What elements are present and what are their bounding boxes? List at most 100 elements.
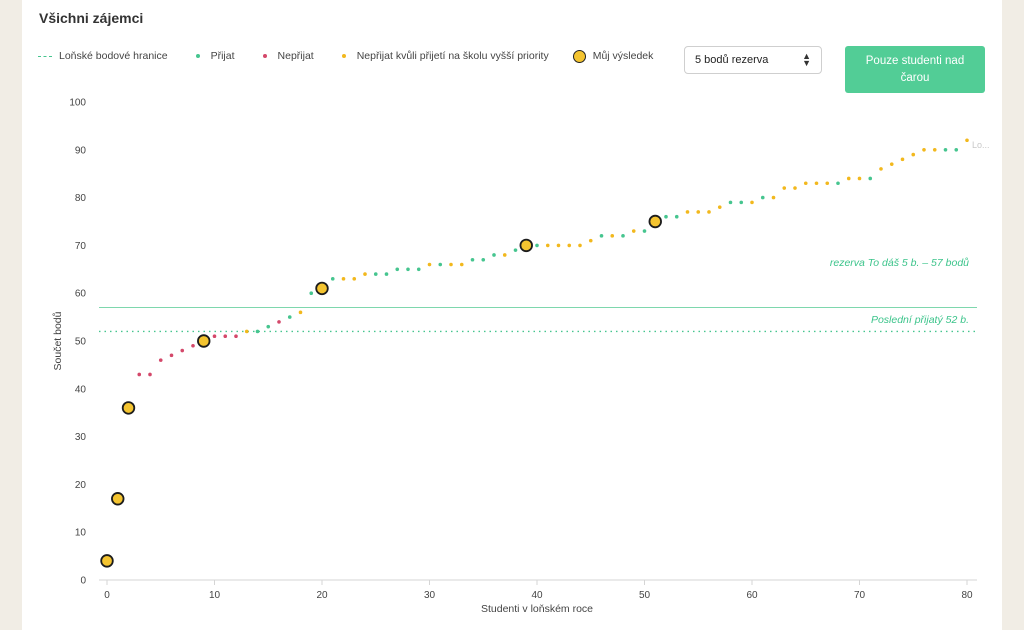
- y-tick-label: 50: [75, 337, 87, 348]
- y-tick-label: 20: [75, 480, 87, 491]
- legend-item-rejected-priority[interactable]: Nepřijat kvůli přijetí na školu vyšší pr…: [338, 50, 549, 62]
- cutoff-label: Lo...: [972, 140, 990, 150]
- data-point-admitted: [481, 257, 486, 262]
- up-down-chevron-icon: ▲ ▼: [802, 51, 811, 68]
- red-dot-icon: [262, 54, 267, 58]
- y-tick-label: 70: [75, 241, 87, 252]
- data-point-admitted: [739, 200, 744, 205]
- data-point-rejected-priority: [588, 238, 593, 243]
- only-above-line-button[interactable]: Pouze studenti nad čarou: [845, 46, 985, 93]
- data-point-rejected: [158, 358, 163, 362]
- x-axis-title: Studenti v loňském roce: [481, 603, 593, 615]
- reference-lines: [99, 307, 977, 333]
- page-title: Všichni zájemci: [39, 10, 144, 26]
- x-tick-label: 0: [104, 590, 110, 601]
- data-point-rejected: [223, 334, 228, 339]
- data-point-rejected-priority: [922, 148, 926, 152]
- legend-label-last-year: Loňské bodové hranice: [59, 50, 168, 62]
- data-point-admitted: [599, 234, 604, 238]
- data-point-rejected-priority: [889, 162, 894, 166]
- y-tick-label: 80: [75, 193, 87, 204]
- y-tick-label: 40: [75, 384, 87, 395]
- data-point-rejected-priority: [298, 310, 303, 315]
- data-point-rejected-priority: [631, 229, 636, 233]
- my-result-point: [197, 334, 211, 348]
- my-result-circle-icon: [572, 49, 586, 63]
- data-point-rejected-priority: [459, 262, 464, 267]
- data-point-admitted: [760, 195, 765, 200]
- y-axis-title: Součet bodů: [52, 311, 64, 370]
- data-point-rejected-priority: [685, 210, 690, 214]
- data-point-rejected: [180, 348, 185, 353]
- data-point-rejected-priority: [717, 205, 722, 209]
- data-point-rejected-priority: [803, 181, 808, 186]
- data-point-rejected-priority: [825, 181, 830, 186]
- data-point-rejected-priority: [965, 138, 969, 143]
- my-result-point: [121, 401, 136, 415]
- x-tick-label: 80: [961, 590, 973, 601]
- x-tick-label: 20: [316, 590, 328, 601]
- y-tick-label: 30: [75, 432, 87, 443]
- my-result-point: [111, 492, 125, 506]
- data-point-rejected-priority: [502, 253, 507, 257]
- x-tick-label: 10: [209, 590, 221, 601]
- reserve-select[interactable]: 5 bodů rezerva ▲ ▼: [684, 46, 822, 74]
- data-point-rejected: [212, 334, 217, 339]
- legend: Loňské bodové hranice Přijat Nepřijat Ne…: [38, 48, 677, 64]
- legend-item-admitted[interactable]: Přijat: [192, 50, 235, 62]
- legend-item-last-year[interactable]: Loňské bodové hranice: [38, 50, 168, 62]
- data-point-admitted: [943, 148, 948, 152]
- my-result-points: [100, 214, 662, 568]
- data-point-admitted: [406, 267, 410, 272]
- data-point-admitted: [954, 148, 959, 152]
- data-point-admitted: [395, 267, 400, 272]
- y-tick-label: 0: [80, 576, 86, 587]
- x-tick-label: 60: [746, 590, 758, 601]
- my-result-point: [519, 238, 533, 253]
- my-result-point: [100, 554, 114, 568]
- data-point-rejected-priority: [879, 167, 883, 171]
- chart-axes: 0 10 20 30 40 50 60 70 80 90 100 0 10 20 30 40 50 60 70 80: [69, 98, 977, 601]
- y-tick-label: 10: [75, 528, 87, 539]
- x-tick-label: 30: [424, 590, 436, 601]
- y-tick-label: 90: [75, 145, 87, 156]
- orange-dot-icon: [341, 54, 346, 58]
- legend-item-rejected[interactable]: Nepřijat: [259, 50, 314, 62]
- data-point-rejected-priority: [545, 243, 550, 248]
- data-point-rejected-priority: [771, 195, 776, 200]
- reserve-select-value: 5 bodů rezerva: [695, 54, 769, 66]
- green-dot-icon: [195, 54, 200, 58]
- legend-label-admitted: Přijat: [210, 50, 235, 62]
- data-point-rejected-priority: [610, 234, 615, 238]
- legend-item-my-result[interactable]: Můj výsledek: [572, 49, 653, 63]
- data-point-rejected-priority: [696, 210, 701, 214]
- data-point-admitted: [642, 229, 647, 233]
- data-point-rejected-priority: [427, 262, 432, 267]
- data-point-rejected-priority: [578, 243, 582, 248]
- data-point-rejected-priority: [567, 243, 572, 248]
- data-point-admitted: [470, 257, 475, 262]
- data-point-rejected: [137, 372, 142, 377]
- data-point-rejected: [234, 334, 238, 339]
- data-point-rejected: [191, 343, 195, 348]
- reserve-annotation: rezerva To dáš 5 b. – 57 bodů: [830, 257, 969, 269]
- data-point-rejected-priority: [793, 186, 797, 190]
- data-point-rejected: [277, 320, 281, 324]
- data-point-rejected: [148, 372, 152, 377]
- data-point-admitted: [664, 214, 668, 219]
- data-point-rejected-priority: [750, 200, 754, 205]
- data-point-rejected-priority: [846, 176, 851, 181]
- data-point-rejected-priority: [352, 277, 357, 281]
- x-tick-label: 50: [639, 590, 651, 601]
- data-point-admitted: [384, 272, 389, 276]
- my-result-point: [648, 214, 662, 229]
- data-point-admitted: [416, 267, 421, 272]
- data-point-rejected-priority: [449, 262, 453, 267]
- data-point-admitted: [492, 253, 496, 257]
- data-point-admitted: [868, 176, 873, 181]
- data-point-admitted: [621, 234, 625, 238]
- data-point-admitted: [330, 277, 335, 281]
- data-point-admitted: [255, 329, 260, 334]
- last-admitted-annotation: Poslední přijatý 52 b.: [871, 314, 969, 326]
